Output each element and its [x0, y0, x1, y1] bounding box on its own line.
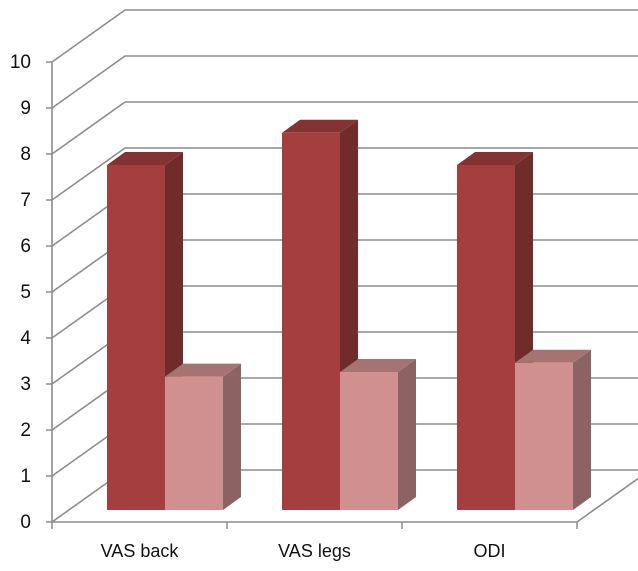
x-tick-label: VAS back — [101, 541, 180, 561]
y-tick-label: 4 — [20, 328, 31, 349]
bar-front-face — [282, 132, 340, 511]
gridline — [51, 55, 638, 109]
bar-top-face — [457, 152, 533, 165]
x-tick-label: VAS legs — [278, 541, 351, 561]
bar-side-face — [223, 363, 241, 510]
bar — [515, 349, 591, 510]
bars — [107, 119, 591, 511]
bar-side-face — [573, 349, 591, 510]
bar — [165, 363, 241, 510]
bar-front-face — [515, 362, 573, 510]
bar-front-face — [107, 165, 165, 510]
bar-front-face — [165, 376, 223, 510]
gridline — [51, 101, 638, 155]
y-tick-labels: 0 1 2 3 4 5 6 7 8 9 10 — [10, 52, 32, 533]
bar-front-face — [457, 165, 515, 510]
y-tick-label: 6 — [20, 236, 31, 257]
y-tick-label: 7 — [20, 190, 31, 211]
bar — [282, 119, 358, 511]
bar-top-face — [282, 119, 358, 133]
bar-top-face — [340, 359, 416, 372]
gridline — [51, 9, 638, 63]
y-tick-label: 0 — [20, 512, 31, 533]
bar-front-face — [340, 372, 398, 510]
bar-top-face — [165, 363, 241, 377]
bar-top-face — [515, 349, 591, 363]
y-tick-label: 10 — [10, 52, 31, 73]
y-tick-label: 1 — [20, 466, 31, 487]
y-tick-label: 3 — [20, 374, 31, 395]
x-tick-label: ODI — [473, 541, 505, 561]
y-tick-label: 5 — [20, 282, 31, 303]
bar — [340, 359, 416, 510]
x-tick-labels: VAS back VAS legs ODI — [101, 541, 506, 561]
gridline — [51, 147, 638, 201]
y-tick-label: 9 — [20, 98, 31, 119]
y-tick-label: 8 — [20, 144, 31, 165]
y-tick-label: 2 — [20, 420, 31, 441]
bar-top-face — [107, 152, 183, 165]
bar-side-face — [398, 359, 416, 510]
